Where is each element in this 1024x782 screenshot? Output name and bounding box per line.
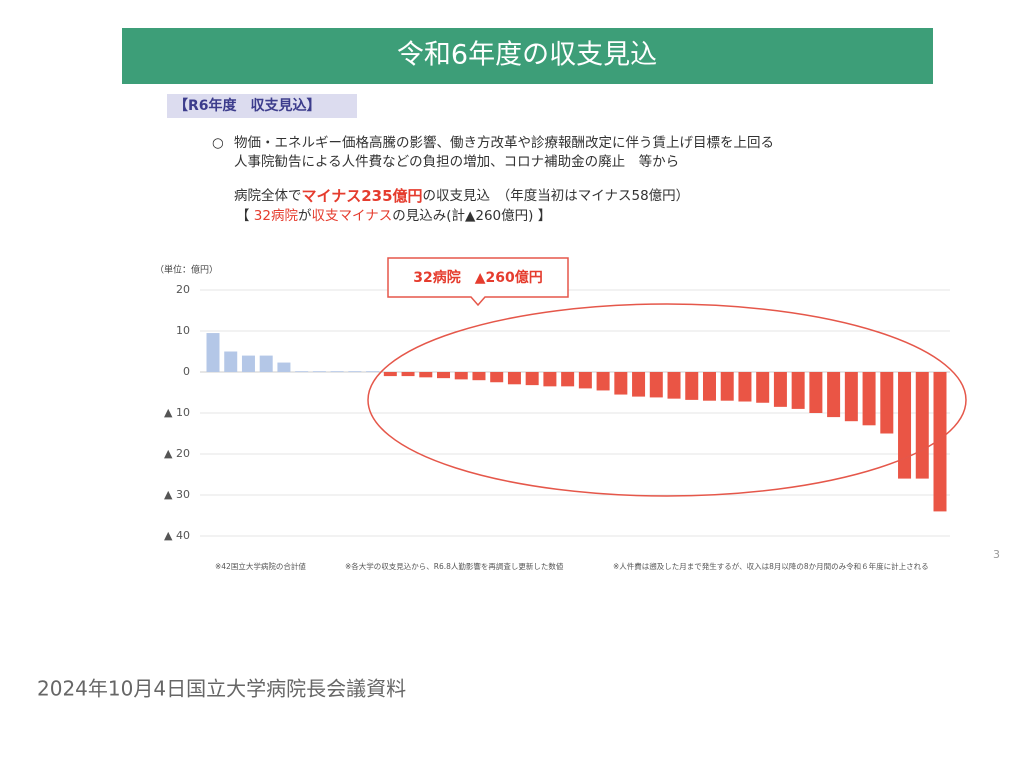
bar (454, 372, 468, 380)
footnote: ※人件費は遡及した月まで発生するが、収入は8月以降の8か月間のみ令和６年度に計上… (613, 561, 929, 571)
bar (632, 372, 646, 397)
slide-title: 令和6年度の収支見込 (397, 40, 657, 71)
bar (809, 372, 823, 413)
bar (915, 372, 929, 479)
y-tick-label: 10 (176, 324, 190, 337)
bar (383, 372, 397, 377)
bar (844, 372, 858, 422)
footnote: ※各大学の収支見込から、R6.8人勤影響を再調査し更新した数値 (345, 561, 564, 571)
summary-line: 病院全体でマイナス235億円の収支見込 （年度当初はマイナス58億円） (234, 187, 689, 205)
bar (525, 372, 539, 386)
bar (898, 372, 912, 479)
bar (543, 372, 557, 387)
bar (791, 372, 805, 409)
bar (312, 371, 326, 372)
summary-text: 【 (236, 208, 254, 224)
summary-text: 病院全体で (234, 187, 302, 204)
highlight-ellipse (367, 303, 967, 497)
y-tick-label: 20 (176, 283, 190, 296)
bar (295, 371, 309, 372)
bar (437, 372, 451, 379)
summary-line: 【 32病院が収支マイナスの見込み(計▲260億円) 】 (236, 208, 551, 224)
plot: 20 10 0 ▲ 10 ▲ 20 ▲ 30 ▲ 40 (164, 283, 950, 542)
bar (490, 372, 504, 383)
y-tick-label: ▲ 30 (164, 488, 190, 501)
bar (366, 371, 380, 372)
summary-highlight: 収支マイナス (311, 208, 392, 224)
bar (880, 372, 894, 434)
bar (738, 372, 752, 402)
title-bar (122, 28, 933, 84)
summary-text: の見込み(計▲260億円) 】 (392, 208, 551, 224)
bar (933, 372, 947, 512)
bar (277, 362, 291, 372)
callout-box (387, 257, 569, 307)
bar (330, 371, 344, 372)
y-tick-label: ▲ 40 (164, 529, 190, 542)
summary-text: の収支見込 （年度当初はマイナス58億円） (423, 187, 690, 204)
y-tick-label: ▲ 20 (164, 447, 190, 460)
bar (862, 372, 876, 426)
bullet-text: 人事院勧告による人件費などの負担の増加、コロナ補助金の廃止 等から (234, 153, 679, 170)
bar (206, 333, 220, 372)
callout-text: 32病院 ▲260億円 (413, 269, 542, 286)
bar (578, 372, 592, 389)
bar (827, 372, 841, 418)
bar (472, 372, 486, 381)
bar (561, 372, 575, 387)
bar (685, 372, 699, 400)
summary-text: が (298, 208, 312, 224)
bar (702, 372, 716, 401)
bar (614, 372, 628, 395)
bar (720, 372, 734, 401)
bar (224, 351, 238, 372)
summary-highlight: 32病院 (254, 208, 299, 224)
bullet-text: 物価・エネルギー価格高騰の影響、働き方改革や診療報酬改定に伴う賃上げ目標を上回る (234, 134, 774, 151)
bar (649, 372, 663, 398)
caption: 2024年10月4日国立大学病院長会議資料 (37, 677, 406, 701)
bar (401, 372, 415, 377)
bullet-mark: ○ (212, 135, 224, 151)
bar (507, 372, 521, 385)
bar (241, 355, 255, 372)
summary-highlight: マイナス235億円 (302, 187, 423, 205)
footnote: ※42国立大学病院の合計値 (215, 561, 306, 571)
bar (756, 372, 770, 403)
page-number: 3 (993, 548, 1000, 561)
unit-label: （単位：億円） (155, 264, 218, 276)
bar (419, 372, 433, 378)
y-tick-label: 0 (183, 365, 190, 378)
section-bg (167, 94, 357, 118)
bar (596, 372, 610, 391)
bar (667, 372, 681, 399)
bar (773, 372, 787, 407)
y-tick-label: ▲ 10 (164, 406, 190, 419)
bar (259, 355, 273, 372)
bar (348, 371, 362, 372)
section-label: 【R6年度 収支見込】 (174, 97, 321, 114)
